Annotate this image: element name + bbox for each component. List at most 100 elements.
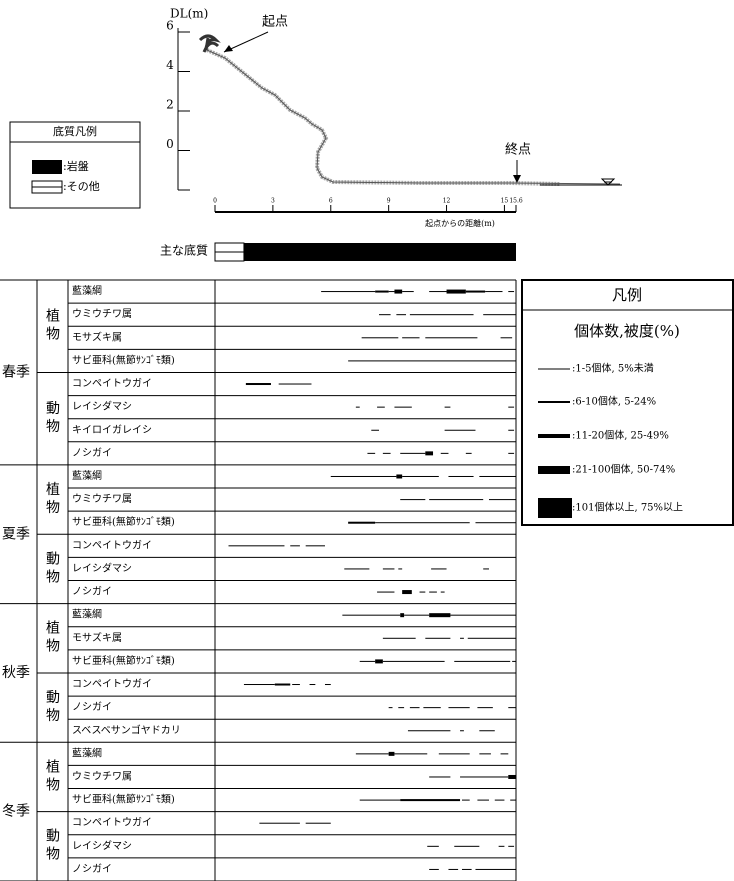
end-arrowhead (513, 175, 521, 183)
distribution-segment (454, 660, 511, 662)
x-axis-label: 起点からの距離(m) (425, 218, 495, 228)
substrate-bedrock (243, 243, 516, 261)
distribution-segment (375, 522, 470, 524)
species-name: モサズキ属 (72, 330, 122, 343)
palm-icon (198, 34, 221, 53)
end-label: 終点 (505, 142, 531, 158)
species-name: レイシダマシ (72, 561, 132, 574)
distribution-segment (321, 291, 376, 293)
distribution-segment (461, 868, 472, 870)
abundance-swatch (538, 498, 572, 518)
species-name: スベスベサンゴヤドカリ (72, 723, 181, 736)
distribution-segment (440, 452, 449, 454)
distribution-segment (409, 314, 474, 316)
bedrock-label: :岩盤 (63, 159, 89, 173)
y-tick-label: 4 (166, 58, 174, 72)
x-tick-label: 0 (213, 198, 217, 205)
distribution-segment (510, 799, 516, 801)
distribution-segment (419, 591, 426, 593)
substrate-legend-title: 底質凡例 (53, 124, 97, 138)
distribution-segment (367, 452, 376, 454)
main-substrate-label: 主な底質 (160, 243, 208, 258)
group-name: 動物 (44, 401, 60, 437)
species-name: 藍藻綱 (72, 469, 102, 482)
distribution-segment (359, 799, 401, 801)
distribution-segment (274, 683, 291, 686)
distribution-segment (446, 289, 466, 294)
abundance-label: :101個体以上, 75%以上 (572, 501, 683, 514)
distribution-segment (425, 451, 434, 456)
distribution-segment (483, 568, 489, 570)
distribution-segment (309, 684, 316, 686)
group-name: 植物 (44, 308, 60, 344)
distribution-segment (278, 383, 312, 385)
distribution-segment (460, 776, 509, 778)
distribution-segment (512, 660, 516, 662)
distribution-segment (355, 753, 389, 755)
distribution-segment (508, 406, 515, 408)
species-name: ノシガイ (72, 586, 112, 598)
distribution-segment (508, 291, 515, 293)
species-name: コンペイトウガイ (72, 678, 152, 690)
distribution-segment (382, 568, 395, 570)
group-name: 動物 (44, 551, 60, 587)
distribution-segment (475, 868, 516, 870)
species-name: 藍藻綱 (72, 608, 102, 621)
distribution-segment (379, 314, 391, 316)
distribution-segment (479, 475, 516, 477)
distribution-segment (245, 383, 271, 386)
y-axis-label: DL(m) (170, 7, 208, 21)
season-name: 秋季 (2, 665, 30, 681)
distribution-segment (508, 707, 516, 709)
distribution-segment (400, 799, 461, 802)
distribution-segment (485, 291, 503, 293)
species-name: ウミウチワ属 (72, 308, 132, 320)
season-name: 夏季 (2, 526, 30, 542)
x-tick-label: 15 (501, 198, 509, 205)
distribution-segment (375, 290, 389, 293)
distribution-segment (400, 613, 405, 618)
species-name: サビ亜科(無節ｻﾝｺﾞﾓ類) (72, 793, 175, 806)
species-name: ウミウチワ属 (72, 493, 132, 505)
distribution-segment (388, 291, 395, 293)
distribution-segment (444, 406, 451, 408)
distribution-segment (394, 753, 428, 755)
distribution-segment (488, 499, 516, 501)
distribution-segment (404, 614, 430, 616)
distribution-segment (398, 707, 405, 709)
y-tick-label: 0 (166, 137, 174, 151)
distribution-segment (438, 753, 470, 755)
species-name: ノシガイ (72, 863, 112, 875)
distribution-segment (429, 776, 451, 778)
abundance-swatch (538, 434, 570, 438)
abundance-legend-box (521, 279, 734, 526)
distribution-segment (377, 591, 395, 593)
abundance-label: :6-10個体, 5-24% (572, 395, 656, 408)
distribution-segment (454, 845, 480, 847)
distribution-segment (479, 753, 491, 755)
species-name: コンペイトウガイ (72, 539, 152, 551)
distribution-segment (477, 799, 489, 801)
terrain-line (206, 49, 621, 185)
distribution-segment (402, 291, 414, 293)
distribution-segment (394, 289, 403, 294)
distribution-segment (429, 613, 451, 618)
distribution-segment (330, 475, 397, 477)
distribution-segment (465, 452, 472, 454)
distribution-segment (290, 545, 300, 547)
species-name: ウミウチワ属 (72, 770, 132, 782)
distribution-segment (305, 822, 331, 824)
distribution-segment (429, 291, 447, 293)
distribution-segment (483, 314, 516, 316)
distribution-segment (425, 337, 478, 339)
group-name: 動物 (44, 690, 60, 726)
distribution-segment (388, 707, 393, 709)
distribution-segment (355, 406, 360, 408)
distribution-segment (450, 614, 516, 616)
distribution-segment (243, 684, 275, 686)
abundance-label: :21-100個体, 50-74% (572, 463, 675, 476)
distribution-segment (425, 637, 451, 639)
abundance-label: :1-5個体, 5%未満 (572, 362, 654, 375)
distribution-segment (427, 845, 439, 847)
species-name: サビ亜科(無節ｻﾝｺﾞﾓ類) (72, 515, 175, 528)
